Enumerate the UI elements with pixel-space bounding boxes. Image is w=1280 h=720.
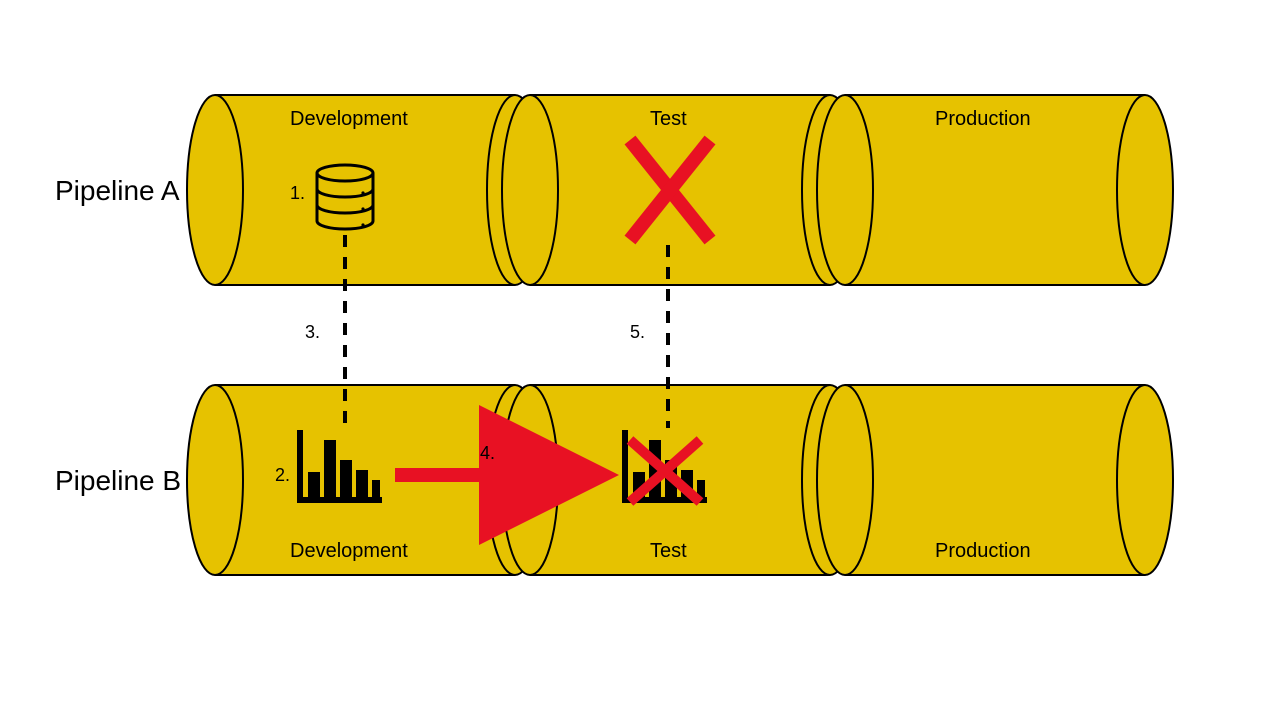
marker-4: 4. xyxy=(480,443,495,464)
marker-2: 2. xyxy=(275,465,290,486)
diagram-canvas xyxy=(0,0,1280,720)
stage-label-a-production: Production xyxy=(935,108,1031,131)
stage-label-b-test: Test xyxy=(650,540,687,563)
stage-label-a-development: Development xyxy=(290,108,408,131)
pipeline-b-label: Pipeline B xyxy=(55,465,181,497)
stage-label-a-test: Test xyxy=(650,108,687,131)
stage-label-b-development: Development xyxy=(290,540,408,563)
stage-label-b-production: Production xyxy=(935,540,1031,563)
marker-3: 3. xyxy=(305,322,320,343)
marker-1: 1. xyxy=(290,183,305,204)
marker-5: 5. xyxy=(630,322,645,343)
pipeline-a-label: Pipeline A xyxy=(55,175,180,207)
